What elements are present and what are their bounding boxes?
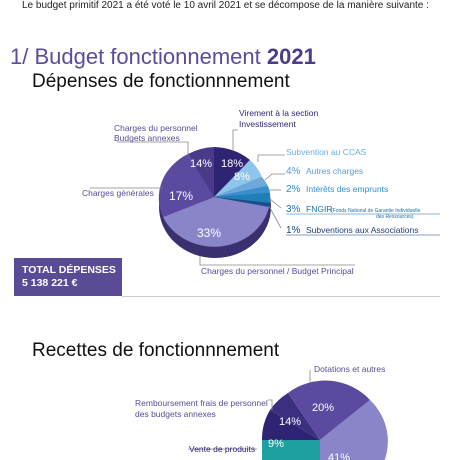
label-interets-pct: 2% (286, 184, 301, 195)
label-interets: Intérêts des emprunts (306, 184, 388, 194)
section-title: 1/ Budget fonctionnement 2021 (10, 44, 316, 70)
slice-ccas (214, 160, 262, 197)
slice-virement (214, 147, 250, 197)
label-autres-pct: 4% (286, 166, 301, 177)
label-virement-1: Virement à la section (239, 108, 318, 118)
depenses-title: Dépenses de fonctionnnement (32, 71, 290, 92)
slice-personnel-principal (163, 197, 269, 247)
label-remboursement-2: des budgets annexes (135, 409, 216, 419)
slice-impots (320, 400, 388, 460)
label-fngir-note-1: (Fonds National de Garantie Individuelle (331, 208, 420, 214)
label-generales: Charges générales (82, 188, 154, 198)
slice-interets (214, 186, 270, 197)
slice-other (262, 440, 320, 460)
label-assoc-pct: 1% (286, 225, 301, 236)
label-remboursement-1: Remboursement frais de personnel (135, 398, 268, 408)
pct-dotations: 20% (312, 402, 334, 414)
label-fngir-note-2: des Ressources) (376, 214, 414, 220)
pct-remboursement: 14% (279, 416, 301, 428)
total-value: 5 138 221 € (22, 277, 78, 289)
label-fngir-pct: 3% (286, 204, 301, 215)
intro-paragraph: Le budget primitif 2021 a été voté le 10… (22, 0, 429, 11)
pct-impots: 41% (328, 452, 350, 460)
slice-dotations (288, 380, 370, 440)
depenses-leaders (90, 129, 355, 266)
recettes-pie: 14% 20% 9% 41% (261, 380, 388, 460)
section-title-text: 1/ Budget fonctionnement (10, 44, 261, 69)
total-label: TOTAL DÉPENSES (22, 264, 116, 276)
label-vente: Vente de produits (189, 444, 255, 454)
label-personnel-annexes-2: Budgets annexes (114, 133, 180, 143)
slice-autres (214, 177, 268, 197)
slice-remboursement (270, 393, 320, 440)
recettes-title: Recettes de fonctionnnement (32, 340, 280, 361)
slice-vente (261, 410, 320, 440)
slice-generales (158, 154, 214, 217)
total-depenses-box: TOTAL DÉPENSES 5 138 221 € (14, 258, 122, 296)
pct-generales: 17% (169, 189, 193, 203)
label-personnel-annexes-1: Charges du personnel (114, 123, 198, 133)
label-dotations: Dotations et autres (314, 364, 385, 374)
recettes-leaders (188, 370, 311, 450)
depenses-pie: 14% 18% 8% 17% 33% (158, 147, 271, 258)
divider (122, 296, 440, 297)
pct-virement: 18% (221, 158, 243, 170)
pct-ccas: 8% (234, 171, 250, 183)
slice-fngir (214, 193, 271, 203)
label-principal: Charges du personnel / Budget Principal (201, 266, 354, 276)
section-year: 2021 (266, 44, 316, 69)
label-virement-2: Investissement (239, 119, 296, 129)
label-autres: Autres charges (306, 166, 363, 176)
pct-principal: 33% (197, 226, 221, 240)
pct-personnel-annexes: 14% (190, 158, 212, 170)
slice-assoc (214, 197, 270, 207)
slice-personnel-annexes (188, 147, 214, 197)
label-ccas: Subvention au CCAS (286, 147, 367, 157)
label-assoc: Subventions aux Associations (306, 225, 418, 235)
label-fngir: FNGIR (306, 204, 332, 214)
pct-vente: 9% (268, 438, 284, 450)
